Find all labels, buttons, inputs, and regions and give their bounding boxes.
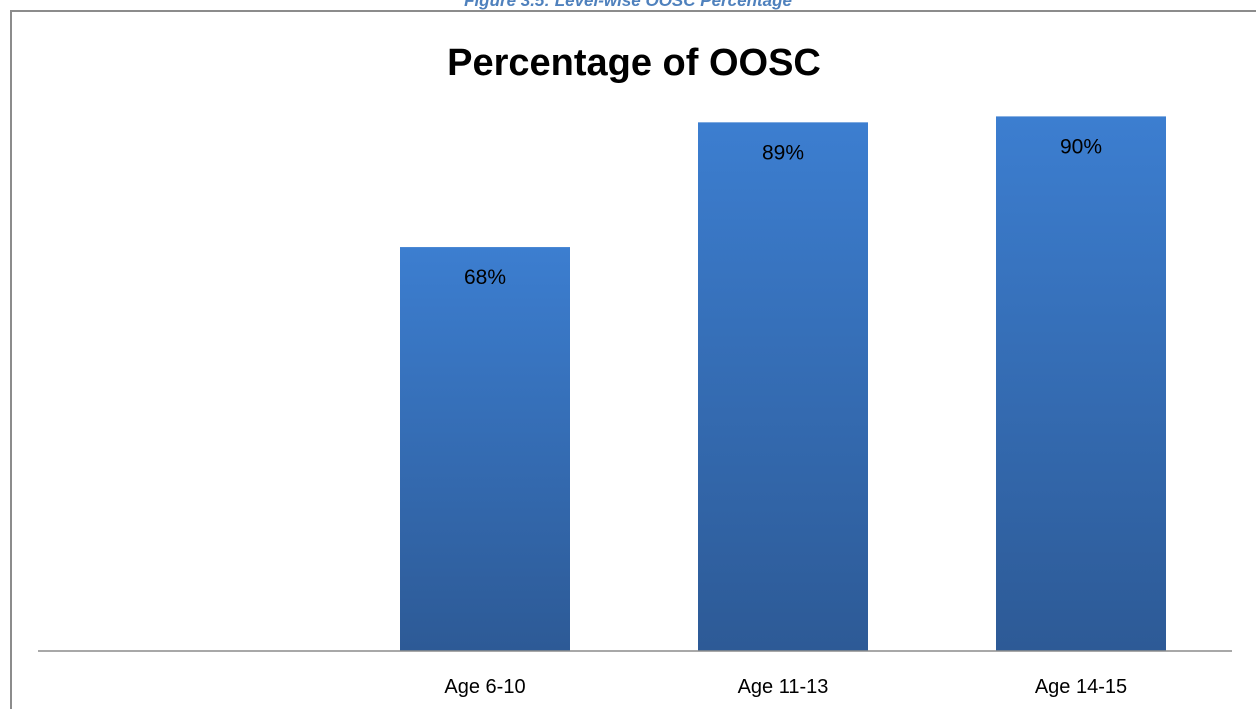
bar-2: [698, 122, 868, 651]
chart-title: Percentage of OOSC: [447, 42, 821, 84]
bar-3: [996, 116, 1166, 651]
bars-group: 68% 89% 90%: [400, 116, 1166, 651]
data-label-1: 68%: [464, 266, 506, 289]
bar-1: [400, 247, 570, 651]
x-tick-label-1: Age 6-10: [444, 676, 525, 698]
data-label-3: 90%: [1060, 135, 1102, 158]
x-tick-label-2: Age 11-13: [738, 676, 829, 698]
x-tick-label-3: Age 14-15: [1035, 676, 1127, 698]
x-tick-labels: Age 6-10 Age 11-13 Age 14-15: [444, 676, 1127, 698]
data-label-2: 89%: [762, 141, 804, 164]
